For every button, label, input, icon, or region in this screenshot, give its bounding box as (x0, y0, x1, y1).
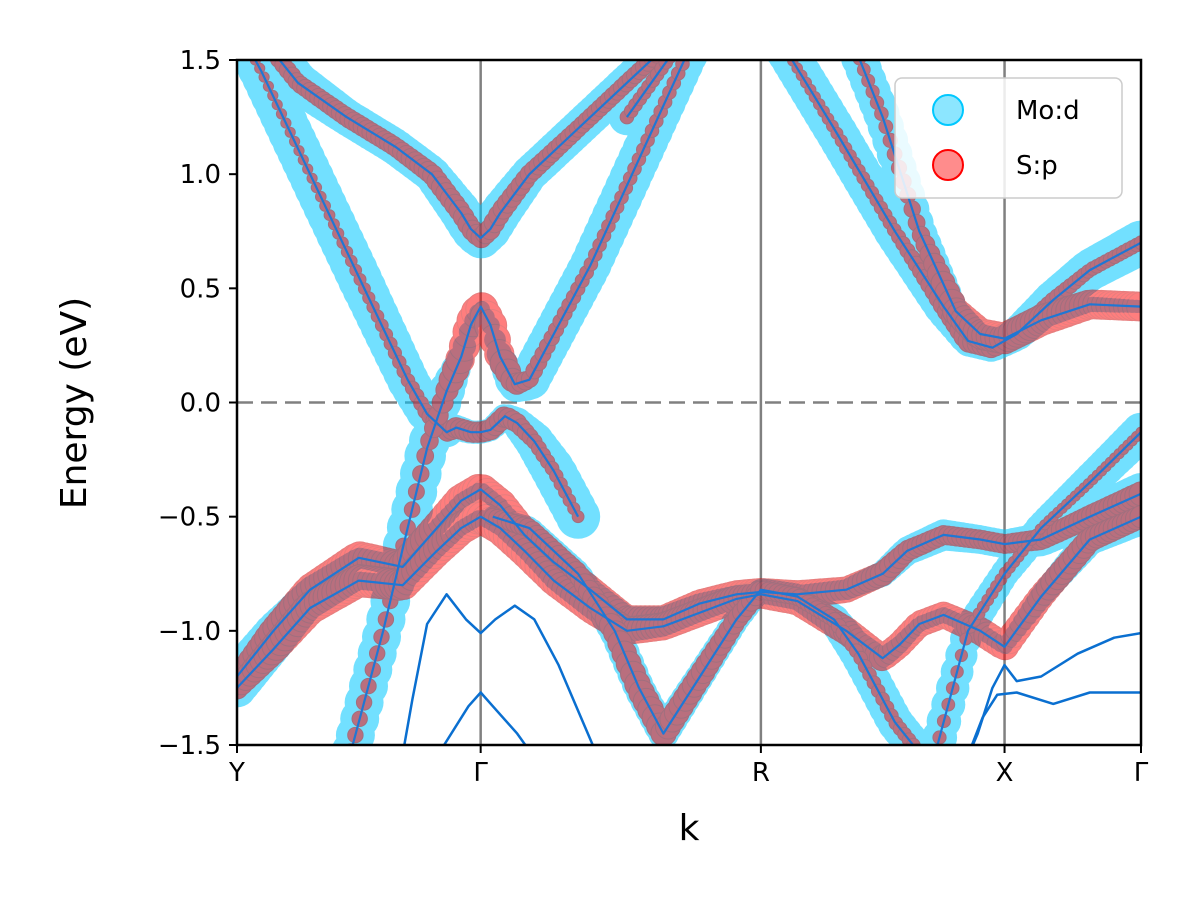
legend-s-p-label: S:p (1016, 151, 1058, 181)
x-tick-label: R (752, 758, 770, 788)
y-axis-ticks: 1.5 1.0 0.5 0.0 −0.5 −1.0 −1.5 (158, 46, 237, 761)
band-line (790, 60, 1141, 349)
legend: Mo:d S:p (894, 77, 1123, 199)
legend-box (894, 77, 1123, 199)
legend-mo-d-label: Mo:d (1016, 96, 1080, 126)
x-axis-title: k (679, 808, 700, 849)
legend-s-p-marker (932, 149, 964, 181)
x-tick-label: Γ (473, 758, 488, 788)
legend-mo-d-marker (932, 94, 964, 126)
s-p-marker (1129, 505, 1141, 529)
band-line (278, 60, 653, 240)
band-line (442, 691, 527, 745)
band-line (492, 431, 1141, 745)
y-tick-label: −1.0 (158, 617, 221, 647)
plot-area (237, 60, 1141, 745)
y-tick-label: −0.5 (158, 503, 221, 533)
x-tick-label: X (996, 758, 1014, 788)
band-line (237, 515, 1141, 689)
y-tick-label: −1.5 (158, 731, 221, 761)
x-tick-label: Y (228, 758, 245, 788)
band-lines (237, 60, 1141, 745)
y-tick-label: 0.0 (180, 389, 221, 419)
band-line (626, 60, 669, 118)
x-tick-label: Γ (1134, 758, 1149, 788)
band-line (254, 60, 580, 518)
band-line (970, 691, 1141, 745)
band-line (351, 60, 686, 745)
y-tick-label: 1.5 (180, 46, 221, 76)
band-line (237, 488, 1141, 678)
y-tick-label: 0.5 (180, 274, 221, 304)
y-axis-title: Energy (eV) (54, 297, 95, 509)
y-tick-label: 1.0 (180, 160, 221, 190)
band-line (403, 593, 595, 745)
